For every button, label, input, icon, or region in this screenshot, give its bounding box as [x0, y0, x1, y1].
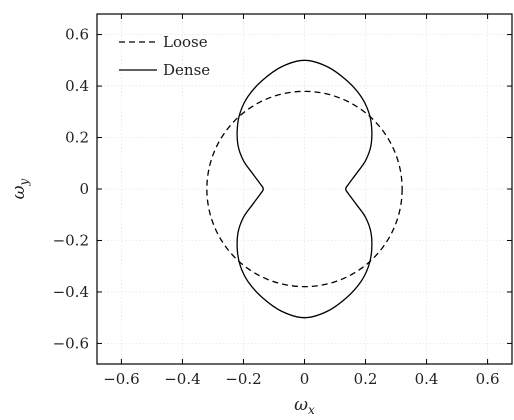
y-axis-label-main: ω [9, 185, 29, 199]
series-dense-curve [236, 59, 373, 319]
x-tick-label: −0.4 [164, 370, 200, 388]
ticks-layer: −0.6 −0.4 −0.2 0 0.2 0.4 0.6 −0.6 −0.4 −0.2 0 0.2 0.… [53, 14, 512, 388]
x-tick-label: −0.2 [225, 370, 261, 388]
y-tick-label: 0.6 [65, 26, 89, 44]
series-loose-curve [206, 90, 403, 288]
y-tick-label: −0.2 [53, 231, 89, 249]
y-tick-label: −0.4 [53, 283, 89, 301]
y-axis-label-sub: y [17, 178, 31, 186]
legend-label-dense: Dense [163, 61, 210, 79]
x-axis-label: ωx [294, 395, 315, 417]
x-tick-label: 0.2 [354, 370, 378, 388]
y-axis-label: ωy [9, 178, 31, 199]
x-tick-label: 0.6 [476, 370, 500, 388]
y-tick-label: 0.4 [65, 77, 89, 95]
x-axis-label-sub: x [308, 403, 315, 417]
legend-label-loose: Loose [163, 33, 208, 51]
x-tick-label: −0.6 [103, 370, 139, 388]
series-layer [206, 59, 403, 319]
legend: Loose Dense [119, 33, 210, 79]
y-tick-label: −0.6 [53, 334, 89, 352]
y-tick-label: 0 [79, 180, 89, 198]
x-tick-label: 0.4 [415, 370, 439, 388]
x-axis-label-main: ω [294, 395, 308, 415]
grid-layer [97, 14, 512, 364]
y-tick-label: 0.2 [65, 129, 89, 147]
x-tick-label: 0 [300, 370, 310, 388]
